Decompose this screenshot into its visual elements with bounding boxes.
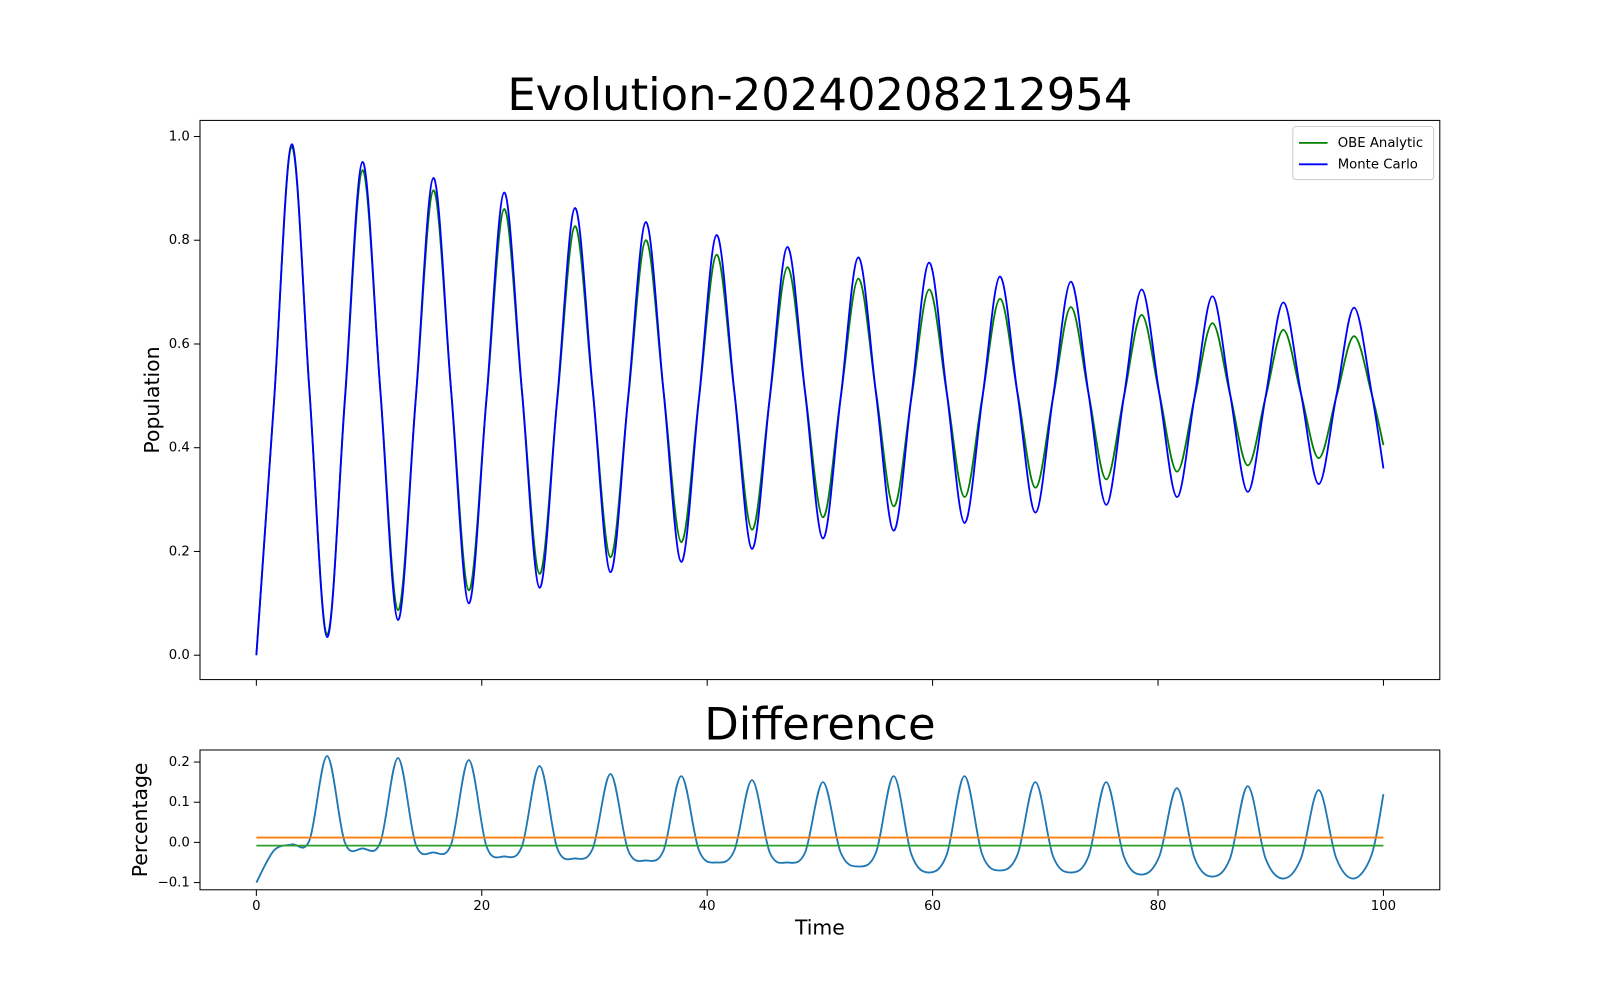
y-tick-label: 0.2 xyxy=(169,755,190,770)
plot-area xyxy=(255,755,1385,884)
legend-box xyxy=(1292,126,1435,181)
plot-area xyxy=(255,143,1385,656)
x-tick-label: 40 xyxy=(699,899,716,914)
y-tick-label: 0.8 xyxy=(169,233,190,248)
y-tick-label: 1.0 xyxy=(169,129,190,144)
axes-frame xyxy=(199,749,1441,891)
x-tick-label: 60 xyxy=(924,899,941,914)
legend-label: Monte Carlo xyxy=(1338,157,1418,172)
axes-frame xyxy=(199,119,1441,681)
y-tick-label: 0.6 xyxy=(169,337,190,352)
y-tick-label: 0.2 xyxy=(169,544,190,559)
y-tick-label: 0.4 xyxy=(169,441,190,456)
y-axis-label: Population xyxy=(140,346,164,453)
legend-label: OBE Analytic xyxy=(1338,136,1423,151)
data-line xyxy=(255,755,1385,884)
data-line xyxy=(255,143,1385,656)
chart-title: Difference xyxy=(704,698,935,751)
x-tick-label: 100 xyxy=(1371,899,1396,914)
x-tick-label: 20 xyxy=(473,899,490,914)
x-tick-label: 0 xyxy=(252,899,260,914)
y-tick-label: 0.1 xyxy=(169,795,190,810)
y-tick-label: 0.0 xyxy=(169,835,190,850)
y-tick-label: 0.0 xyxy=(169,648,190,663)
chart-title: Evolution-20240208212954 xyxy=(507,68,1132,121)
x-axis-label: Time xyxy=(794,916,845,940)
y-axis-label: Percentage xyxy=(128,763,152,878)
x-tick-label: 80 xyxy=(1150,899,1167,914)
y-tick-label: −0.1 xyxy=(158,876,190,891)
